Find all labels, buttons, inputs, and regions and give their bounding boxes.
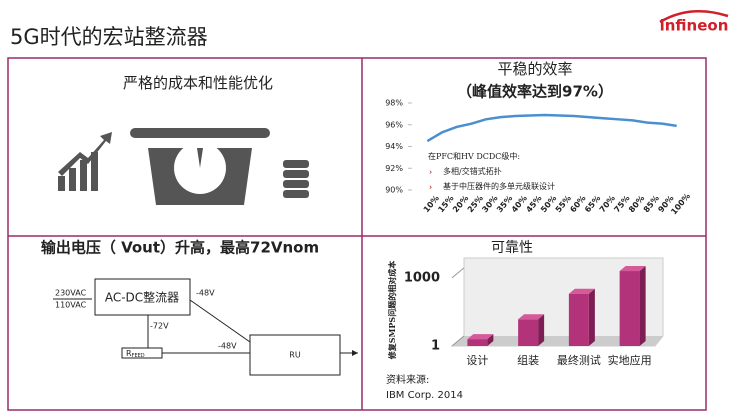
input-label: 230VAC bbox=[55, 289, 87, 298]
bar-top bbox=[518, 314, 545, 320]
x-tick-label: 60% bbox=[568, 194, 587, 214]
logo: infineon bbox=[660, 17, 729, 35]
resistor-symbol: R bbox=[126, 349, 132, 358]
annotation: 在PFC和HV DCDC级中: bbox=[428, 151, 520, 161]
chart-subtitle: （峰值效率达到97%） bbox=[457, 83, 613, 101]
panel-title: 输出电压（ Vout）升高，最高72Vnom bbox=[41, 239, 319, 257]
y-tick-label: 92% bbox=[385, 164, 403, 173]
y-axis-label: 修复SMPS问题的相对成本 bbox=[387, 261, 397, 360]
bar-side bbox=[538, 314, 545, 346]
x-tick-label: 70% bbox=[598, 194, 617, 214]
source-note: 资料来源: bbox=[386, 373, 429, 386]
bar bbox=[518, 319, 539, 346]
x-tick-label: 85% bbox=[642, 194, 661, 214]
bar-side bbox=[639, 266, 646, 346]
bar-top bbox=[619, 266, 646, 272]
annotation: 基于中压器件的多单元级联设计 bbox=[443, 181, 555, 191]
output-label: -48V bbox=[196, 289, 215, 298]
ru-box bbox=[249, 334, 341, 376]
x-tick-label: 25% bbox=[466, 194, 485, 214]
bar bbox=[568, 293, 589, 346]
bullet: › bbox=[429, 183, 432, 192]
bar-side bbox=[487, 334, 494, 346]
x-tick-label: 45% bbox=[524, 194, 543, 214]
x-tick-label: 组装 bbox=[517, 353, 539, 367]
arrow-head bbox=[352, 350, 358, 356]
y-tick-label: 1000 bbox=[404, 270, 440, 285]
bar bbox=[619, 271, 640, 346]
source-note: IBM Corp. 2014 bbox=[386, 390, 463, 401]
x-tick-label: 实地应用 bbox=[608, 353, 652, 367]
rectifier-label: AC-DC整流器 bbox=[105, 290, 179, 305]
annotation: 多相/交错式拓扑 bbox=[443, 166, 502, 176]
x-tick-label: 50% bbox=[539, 194, 558, 214]
connector bbox=[189, 299, 251, 343]
chart-title: 平稳的效率 bbox=[497, 60, 572, 78]
y-tick-label: 94% bbox=[385, 142, 403, 151]
diagram: 230VAC 110VAC AC-DC整流器 -48V -72V RFEED -… bbox=[53, 278, 358, 376]
x-tick-label: 55% bbox=[554, 194, 573, 214]
input-label: 110VAC bbox=[55, 301, 87, 310]
x-tick-label: 30% bbox=[480, 194, 499, 214]
x-tick-label: 40% bbox=[510, 194, 529, 214]
frame bbox=[7, 57, 707, 411]
bar-side bbox=[588, 288, 595, 346]
x-tick-label: 15% bbox=[436, 194, 455, 214]
x-tick-label: 65% bbox=[583, 194, 602, 214]
ru-input-label: -48V bbox=[218, 342, 237, 351]
bar-top bbox=[568, 288, 595, 294]
feed-label: -72V bbox=[150, 322, 169, 331]
scale-icon bbox=[130, 128, 270, 205]
slide-title: 5G时代的宏站整流器 bbox=[10, 25, 208, 49]
y-tick-label: 98% bbox=[385, 99, 403, 108]
y-tick-label: 96% bbox=[385, 120, 403, 129]
x-tick-label: 10% bbox=[422, 194, 441, 214]
bar bbox=[467, 339, 488, 346]
floor bbox=[452, 336, 663, 346]
efficiency-line bbox=[426, 113, 677, 143]
chart-title: 可靠性 bbox=[491, 240, 533, 256]
bar-top bbox=[467, 334, 494, 340]
grid-line bbox=[451, 267, 465, 279]
resistor-label: RFEED bbox=[126, 349, 145, 359]
logo-arc bbox=[659, 10, 729, 24]
x-tick-label: 20% bbox=[451, 194, 470, 214]
grid-line bbox=[451, 335, 465, 347]
x-tick-label: 80% bbox=[627, 194, 646, 214]
ru-label: RU bbox=[289, 351, 301, 360]
x-tick-label: 最终测试 bbox=[557, 353, 601, 367]
x-tick-label: 100% bbox=[669, 192, 692, 217]
x-tick-label: 设计 bbox=[466, 354, 488, 367]
bullet: › bbox=[429, 168, 432, 177]
x-tick-label: 75% bbox=[612, 194, 631, 214]
growth-icon bbox=[58, 132, 112, 191]
resistor-subscript: FEED bbox=[132, 353, 145, 359]
x-tick-label: 35% bbox=[495, 194, 514, 214]
rectifier-box bbox=[94, 278, 191, 316]
coins-icon bbox=[283, 160, 309, 198]
y-tick-label: 90% bbox=[385, 186, 403, 195]
y-tick-label: 1 bbox=[431, 339, 440, 354]
panel-title: 严格的成本和性能优化 bbox=[123, 74, 273, 92]
